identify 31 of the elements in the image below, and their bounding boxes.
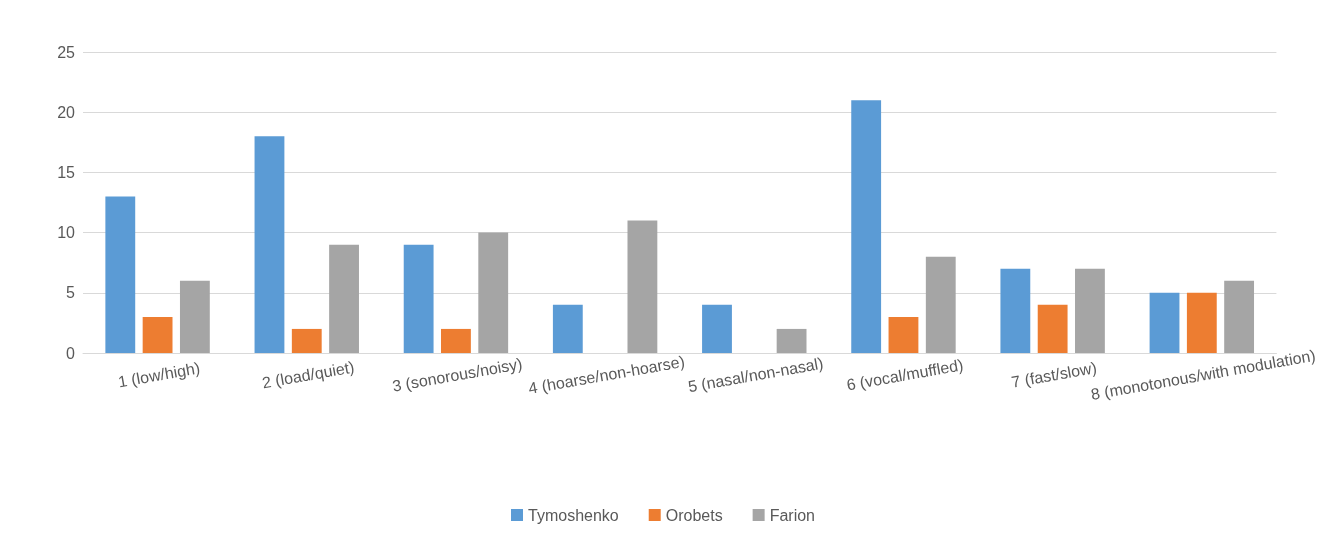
bar <box>254 136 285 353</box>
legend-label: Farion <box>769 506 815 524</box>
bar <box>851 100 882 353</box>
bar <box>329 244 359 353</box>
bar <box>1037 304 1068 353</box>
bar <box>1000 268 1031 353</box>
bar <box>142 316 173 353</box>
bar <box>627 220 658 353</box>
y-tick-label: 0 <box>66 344 76 362</box>
bar <box>105 196 136 353</box>
y-tick-label: 20 <box>57 103 76 121</box>
y-tick-label: 25 <box>57 43 76 61</box>
bar <box>702 304 732 353</box>
x-tick-label: 1 (low/high) <box>116 359 202 391</box>
y-tick-label: 5 <box>66 284 76 302</box>
bar <box>888 316 919 353</box>
bar <box>441 328 471 353</box>
bar <box>776 328 807 353</box>
y-tick-label: 15 <box>57 163 76 181</box>
bar <box>403 244 434 353</box>
bar <box>925 256 956 353</box>
bar <box>1075 268 1105 353</box>
bar <box>1149 292 1180 353</box>
legend-label: Orobets <box>665 506 723 524</box>
bar <box>291 328 322 353</box>
bar <box>478 232 509 353</box>
bar <box>1186 292 1217 353</box>
bar <box>179 280 210 353</box>
y-tick-label: 10 <box>57 224 76 242</box>
bar <box>552 304 583 353</box>
legend-label: Tymoshenko <box>528 506 619 524</box>
